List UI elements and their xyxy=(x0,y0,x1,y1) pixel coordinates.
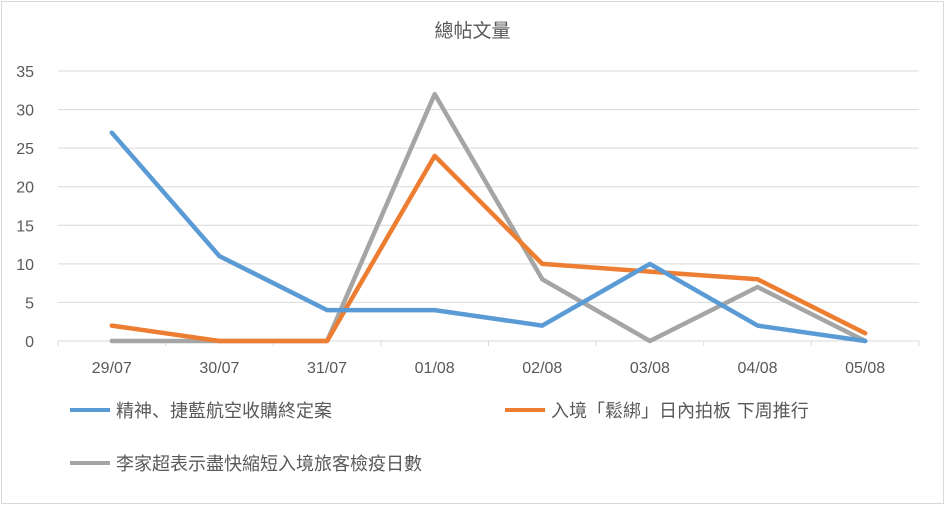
y-tick-label: 0 xyxy=(25,334,34,351)
legend-item-2: 入境「鬆綁」日內拍板 下周推行 xyxy=(505,397,809,423)
series-line-3 xyxy=(109,91,868,344)
series-line-1 xyxy=(109,130,868,344)
series-line-2 xyxy=(109,153,868,344)
x-tick-label: 30/07 xyxy=(199,360,239,377)
legend-swatch-1 xyxy=(70,408,110,412)
x-tick-label: 31/07 xyxy=(307,360,347,377)
x-tick-label: 29/07 xyxy=(92,360,132,377)
legend-label-3: 李家超表示盡快縮短入境旅客檢疫日數 xyxy=(116,454,422,475)
x-tick-label: 04/08 xyxy=(738,360,778,377)
x-tick-label: 03/08 xyxy=(630,360,670,377)
y-tick-label: 25 xyxy=(16,141,34,158)
y-tick-label: 15 xyxy=(16,218,34,235)
legend-swatch-3 xyxy=(70,461,110,465)
legend-item-3: 李家超表示盡快縮短入境旅客檢疫日數 xyxy=(70,450,422,476)
y-tick-label: 20 xyxy=(16,180,34,197)
x-tick-label: 05/08 xyxy=(845,360,885,377)
axes: 0 5 10 15 20 25 30 35 29/07 30/07 31/07 01/08 02/08 0… xyxy=(16,64,920,377)
legend-label-2: 入境「鬆綁」日內拍板 下周推行 xyxy=(551,401,809,422)
series-lines xyxy=(109,91,868,344)
y-tick-label: 10 xyxy=(16,257,34,274)
legend-item-1: 精神、捷藍航空收購終定案 xyxy=(70,397,332,423)
x-tick-label: 02/08 xyxy=(522,360,562,377)
chart-title: 總帖文量 xyxy=(434,20,511,42)
gridlines xyxy=(58,70,919,342)
x-tick-label: 01/08 xyxy=(415,360,455,377)
y-tick-label: 30 xyxy=(16,103,34,120)
legend-swatch-2 xyxy=(505,408,545,412)
legend-label-1: 精神、捷藍航空收購終定案 xyxy=(116,401,332,422)
y-tick-label: 5 xyxy=(25,295,34,312)
y-tick-label: 35 xyxy=(16,64,34,81)
